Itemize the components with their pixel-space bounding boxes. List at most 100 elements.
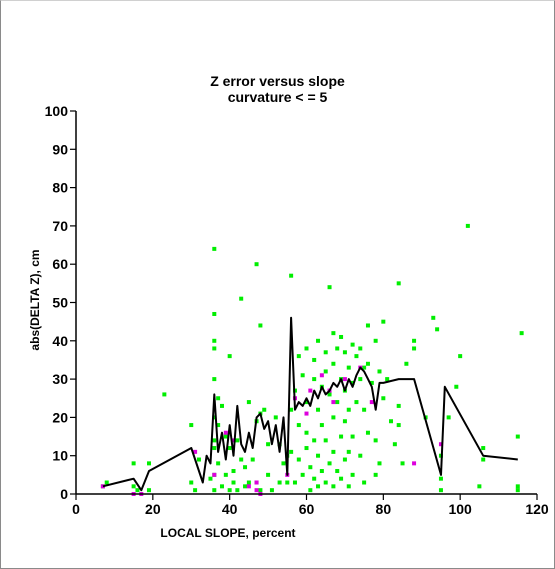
data-point (243, 465, 248, 470)
data-point (346, 484, 351, 489)
y-tick-label: 50 (52, 295, 68, 311)
data-point (358, 377, 363, 382)
data-point (266, 442, 271, 447)
data-point (277, 480, 282, 485)
data-point (342, 350, 347, 355)
data-point (350, 380, 355, 385)
data-point (350, 434, 355, 439)
data-point (323, 480, 328, 485)
data-point (342, 377, 347, 382)
data-point (319, 423, 324, 428)
data-point (519, 331, 524, 336)
data-point (331, 361, 336, 366)
data-point (212, 377, 217, 382)
data-point (300, 373, 305, 378)
data-point (481, 446, 486, 451)
data-point (515, 488, 520, 493)
data-point (346, 449, 351, 454)
data-point (162, 392, 167, 397)
data-point (400, 461, 405, 466)
data-point (212, 346, 217, 351)
data-point (438, 476, 443, 481)
data-point (346, 407, 351, 412)
data-point (193, 449, 198, 454)
data-point (266, 472, 271, 477)
y-tick-label: 60 (52, 256, 68, 272)
data-point (312, 476, 317, 481)
data-point (362, 480, 367, 485)
data-point (219, 403, 224, 408)
series-line (102, 316, 518, 492)
data-point (208, 476, 213, 481)
data-point (331, 484, 336, 489)
data-point (227, 354, 232, 359)
data-point (365, 361, 370, 366)
data-point (273, 415, 278, 420)
data-point (216, 396, 221, 401)
data-point (227, 488, 232, 493)
data-point (254, 262, 259, 267)
data-point (373, 472, 378, 477)
data-point (239, 457, 244, 462)
data-point (258, 323, 263, 328)
data-point (212, 488, 217, 493)
data-point (146, 488, 151, 493)
data-point (323, 369, 328, 374)
data-point (331, 449, 336, 454)
data-point (323, 350, 328, 355)
data-point (323, 438, 328, 443)
data-point (327, 392, 332, 397)
data-point (358, 453, 363, 458)
data-point (396, 423, 401, 428)
data-point (335, 346, 340, 351)
data-point (412, 461, 417, 466)
data-point (131, 461, 136, 466)
data-point (308, 465, 313, 470)
data-point (339, 334, 344, 339)
data-point (312, 377, 317, 382)
data-point (231, 438, 236, 443)
data-point (358, 346, 363, 351)
data-point (135, 488, 140, 493)
data-point (304, 400, 309, 405)
chart-subtitle: curvature < = 5 (227, 89, 328, 105)
data-point (304, 411, 309, 416)
data-point (196, 457, 201, 462)
data-point (342, 457, 347, 462)
data-point (304, 346, 309, 351)
data-point (289, 407, 294, 412)
data-point (212, 338, 217, 343)
x-tick-label: 80 (376, 501, 392, 517)
data-point (365, 323, 370, 328)
data-point (435, 327, 440, 332)
data-point (246, 400, 251, 405)
x-tick-label: 100 (448, 501, 472, 517)
y-tick-label: 80 (52, 180, 68, 196)
data-point (300, 472, 305, 477)
y-tick-label: 100 (45, 103, 69, 119)
data-point (515, 484, 520, 489)
x-tick-label: 40 (222, 501, 238, 517)
data-point (250, 457, 255, 462)
data-point (381, 319, 386, 324)
data-point (254, 488, 259, 493)
data-point (331, 331, 336, 336)
data-point (373, 338, 378, 343)
data-point (362, 407, 367, 412)
data-point (212, 438, 217, 443)
data-point (131, 484, 136, 489)
y-tick-label: 30 (52, 371, 68, 387)
y-axis-label: abs(DELTA Z), cm (28, 249, 42, 350)
data-point (385, 377, 390, 382)
x-tick-label: 20 (145, 501, 161, 517)
data-point (308, 488, 313, 493)
data-point (377, 461, 382, 466)
data-point (289, 449, 294, 454)
data-point (239, 296, 244, 301)
y-tick-label: 0 (60, 486, 68, 502)
data-point (189, 480, 194, 485)
green-point-series (100, 223, 524, 493)
data-point (396, 403, 401, 408)
x-axis-label: LOCAL SLOPE, percent (160, 526, 295, 540)
